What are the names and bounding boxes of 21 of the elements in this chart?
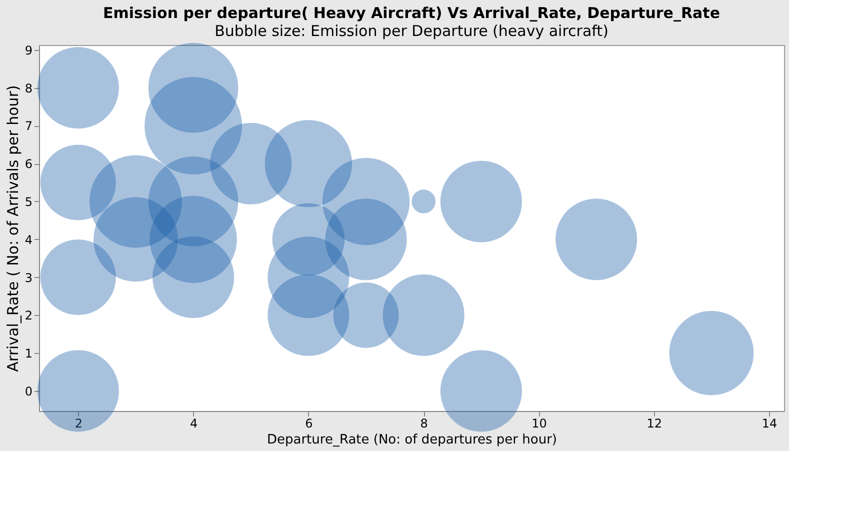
chart-title: Emission per departure( Heavy Aircraft) Vs Arrival_Rate, Departure_Rate: [103, 4, 720, 22]
y-tick-label: 6: [24, 157, 32, 172]
y-tick-label: 0: [24, 384, 32, 398]
y-tick-label: 8: [24, 81, 32, 96]
y-tick-label: 4: [24, 232, 32, 247]
x-axis-title: Departure_Rate (No: of departures per hour): [266, 432, 558, 448]
x-tick-label: 8: [420, 416, 428, 430]
x-tick-label: 12: [646, 416, 662, 430]
y-tick-label: 3: [24, 270, 32, 285]
x-tick-label: 14: [762, 416, 778, 430]
x-tick-label: 2: [74, 416, 82, 430]
chart-subtitle: Bubble size: Emission per Departure (heavy aircraft): [214, 22, 608, 40]
y-tick-label: 2: [24, 308, 32, 323]
x-tick-label: 6: [305, 416, 313, 430]
x-tick-label: 10: [532, 416, 547, 430]
y-axis-title: Arrival_Rate ( No: of Arrivals per hour): [4, 85, 22, 372]
y-tick-label: 5: [24, 194, 32, 209]
x-tick-label: 4: [190, 416, 198, 430]
y-tick-label: 7: [24, 119, 32, 134]
y-tick-label: 9: [24, 43, 32, 58]
y-tick-label: 1: [24, 346, 32, 361]
